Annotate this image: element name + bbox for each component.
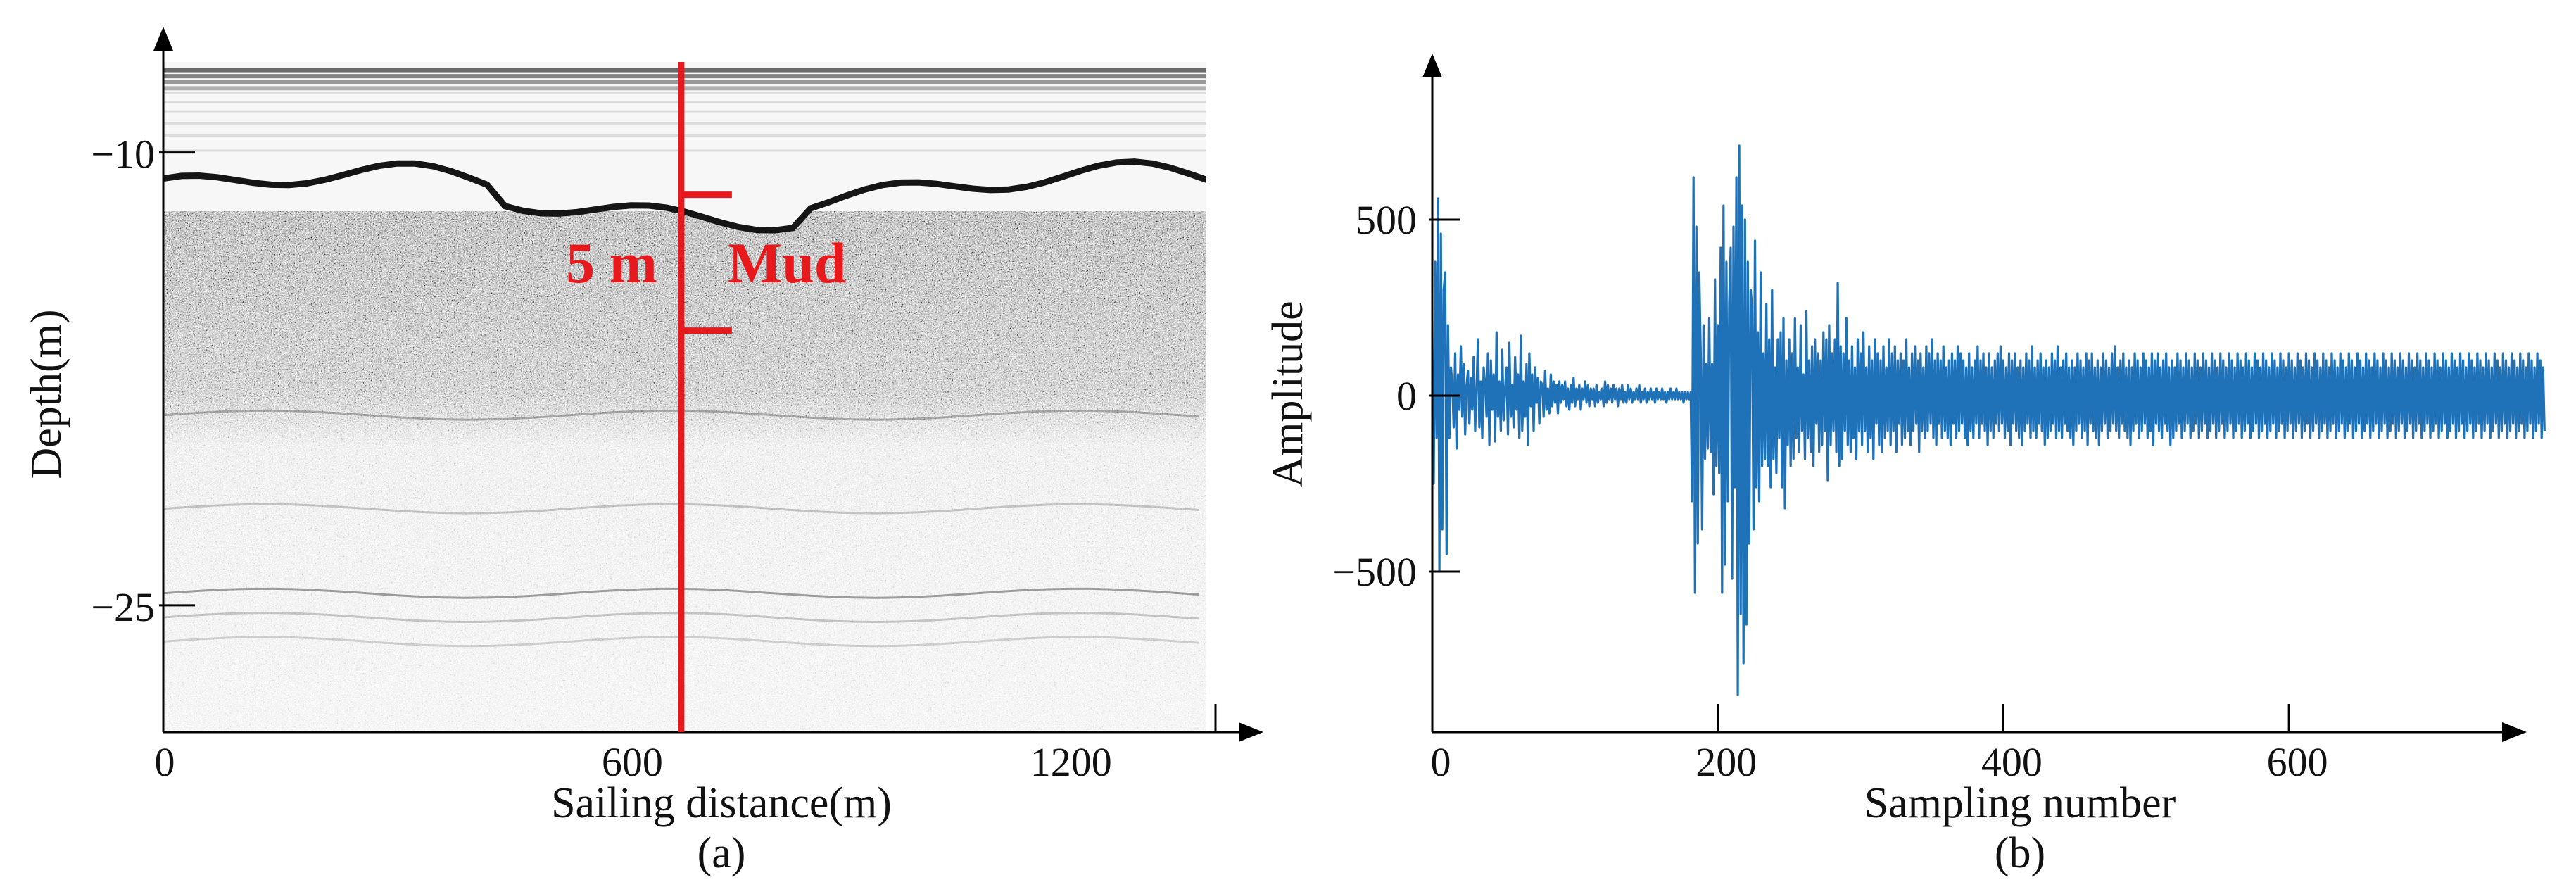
y-axis-label: Amplitude bbox=[1264, 301, 1312, 487]
reflection-band bbox=[163, 134, 1206, 137]
x-axis-label: Sampling number bbox=[1864, 779, 2176, 827]
x-tick-label: 400 bbox=[1981, 739, 2043, 785]
x-ticks: 0 600 1200 bbox=[155, 704, 1217, 785]
sediment-depth-fade bbox=[163, 211, 1206, 732]
y-tick-label: 500 bbox=[1356, 197, 1417, 243]
x-ticks: 0 200 400 600 bbox=[1431, 704, 2328, 785]
panel-b: 500 0 −500 0 200 400 600 Sampling number Ampl… bbox=[1264, 54, 2546, 877]
reflection-band bbox=[163, 101, 1206, 103]
x-tick-label: 1200 bbox=[1030, 739, 1112, 785]
x-axis-arrow-icon bbox=[2502, 722, 2527, 742]
y-tick-label: −10 bbox=[91, 132, 155, 177]
reflection-band bbox=[163, 122, 1206, 125]
x-tick-label: 600 bbox=[2267, 739, 2328, 785]
x-tick-label: 0 bbox=[1431, 739, 1451, 785]
y-tick-label: −25 bbox=[91, 584, 155, 630]
reflection-band bbox=[163, 80, 1206, 84]
y-ticks: 500 0 −500 bbox=[1332, 197, 1460, 595]
x-tick-label: 200 bbox=[1696, 739, 1757, 785]
reflection-band bbox=[163, 86, 1206, 91]
thickness-label: 5 m bbox=[566, 231, 657, 295]
panel-a-label: (a) bbox=[697, 829, 746, 877]
reflection-band bbox=[163, 110, 1206, 113]
reflection-band bbox=[163, 92, 1206, 94]
seabed-reflector bbox=[163, 158, 1206, 234]
signal-trace bbox=[1431, 144, 2546, 696]
y-ticks: −10 −25 bbox=[91, 132, 195, 630]
y-tick-label: −500 bbox=[1332, 549, 1417, 595]
panel-b-label: (b) bbox=[1995, 829, 2045, 877]
y-axis-arrow-icon bbox=[1422, 54, 1442, 77]
reflection-band bbox=[163, 68, 1206, 73]
y-axis-label: Depth(m) bbox=[23, 309, 70, 479]
seismic-profile-image bbox=[163, 62, 1206, 732]
mud-layer-marker: 5 m Mud bbox=[566, 62, 846, 732]
x-tick-label: 600 bbox=[602, 739, 663, 785]
layer-label: Mud bbox=[728, 231, 847, 295]
reflection-band bbox=[163, 74, 1206, 79]
x-tick-label: 0 bbox=[155, 739, 175, 785]
y-axis-arrow-icon bbox=[153, 27, 173, 51]
x-axis-label: Sailing distance(m) bbox=[551, 779, 892, 827]
reflection-band bbox=[163, 149, 1206, 152]
x-axis-arrow-icon bbox=[1239, 722, 1263, 742]
panel-a: −10 −25 0 600 1200 5 m Mud Sailing distance… bbox=[23, 27, 1263, 877]
surface-reflection-bands bbox=[163, 68, 1206, 152]
y-tick-label: 0 bbox=[1396, 373, 1417, 419]
